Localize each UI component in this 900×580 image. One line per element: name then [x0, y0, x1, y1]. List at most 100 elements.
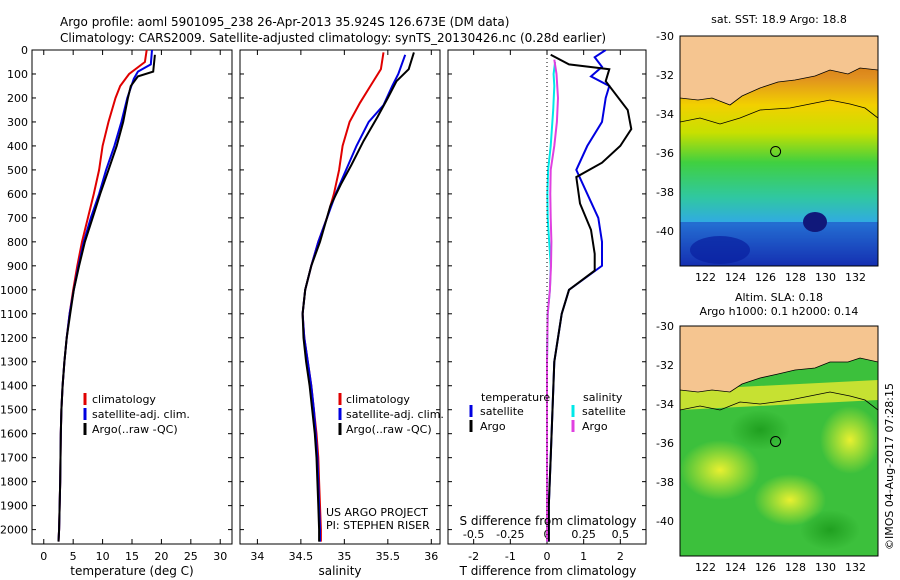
sst-coastline	[680, 67, 878, 106]
s-diff-tick-label: -0.5	[463, 528, 484, 541]
temperature-xlabel: temperature (deg C)	[70, 564, 193, 578]
x-tick-label: -2	[468, 550, 479, 563]
depth-tick-label: 600	[7, 188, 28, 201]
sst-land	[680, 36, 878, 105]
series-line-argo-raw-qc-	[57, 54, 156, 542]
sst-map-title: sat. SST: 18.9 Argo: 18.8	[711, 13, 847, 26]
depth-tick-label: 1800	[0, 476, 28, 489]
x-tick-label: 1	[580, 550, 587, 563]
sst-map	[680, 36, 878, 266]
depth-tick-label: 200	[7, 92, 28, 105]
longitude-tick-label: 130	[815, 271, 836, 284]
sla-high-patch	[820, 406, 878, 474]
sla-low-patch	[800, 510, 860, 550]
legend-label-climatology: climatology	[92, 393, 156, 406]
latitude-tick-label: -32	[656, 69, 674, 82]
x-tick-label: 34	[250, 550, 264, 563]
legend-label-satellite: satellite-adj. clim.	[92, 408, 190, 421]
legend-label-satellite: satellite-adj. clim.	[346, 408, 444, 421]
x-tick-label: 15	[125, 550, 139, 563]
sst-cold-eddy	[803, 212, 827, 232]
latitude-tick-label: -34	[656, 398, 674, 411]
x-tick-label: 35	[337, 550, 351, 563]
latitude-tick-label: -36	[656, 437, 674, 450]
figure-title-line2: Climatology: CARS2009. Satellite-adjuste…	[60, 31, 606, 45]
s-diff-tick-label: 0.5	[612, 528, 630, 541]
latitude-tick-label: -38	[656, 186, 674, 199]
sla-coastline	[680, 357, 878, 393]
x-tick-label: 0	[544, 550, 551, 563]
longitude-tick-label: 128	[785, 561, 806, 574]
longitude-tick-label: 122	[695, 561, 716, 574]
x-tick-label: 10	[96, 550, 110, 563]
depth-tick-label: 1100	[0, 308, 28, 321]
depth-tick-label: 900	[7, 260, 28, 273]
series-line-satellite-adj-clim-	[301, 54, 407, 542]
argo-position-marker	[770, 145, 782, 157]
x-tick-label: 36	[424, 550, 438, 563]
sla-map	[680, 326, 878, 556]
legend-label-argo: Argo(..raw -QC)	[92, 423, 178, 436]
longitude-tick-label: 122	[695, 271, 716, 284]
x-tick-label: 20	[154, 550, 168, 563]
depth-tick-label: 1400	[0, 380, 28, 393]
depth-tick-label: 0	[21, 44, 28, 57]
legend-label-argo: Argo(..raw -QC)	[346, 423, 432, 436]
latitude-tick-label: -36	[656, 147, 674, 160]
series-line-t-argo	[547, 53, 633, 542]
sla-land	[680, 326, 878, 392]
temperature-panel-frame	[31, 49, 233, 545]
sla-shelf-contour	[680, 391, 878, 411]
x-tick-label: 25	[184, 550, 198, 563]
depth-tick-label: 500	[7, 164, 28, 177]
sla-high-patch	[754, 474, 826, 526]
series-line-argo-raw-qc-	[301, 52, 415, 542]
depth-tick-label: 1700	[0, 452, 28, 465]
temperature-lines	[57, 50, 156, 542]
legend-label-climatology: climatology	[346, 393, 410, 406]
depth-tick-label: 1300	[0, 356, 28, 369]
series-line-climatology	[57, 50, 148, 542]
depth-tick-label: 1600	[0, 428, 28, 441]
legend-title-temperature: temperature	[481, 391, 550, 404]
s-diff-tick-label: -0.25	[496, 528, 524, 541]
x-tick-label: 0	[40, 550, 47, 563]
longitude-tick-label: 130	[815, 561, 836, 574]
latitude-tick-label: -40	[656, 515, 674, 528]
sst-map-frame	[679, 35, 879, 267]
project-credit-line1: US ARGO PROJECT	[326, 506, 428, 519]
longitude-tick-label: 124	[725, 271, 746, 284]
depth-tick-label: 1900	[0, 500, 28, 513]
sla-map-title-line1: Altim. SLA: 0.18	[735, 291, 823, 304]
legend-label-s-argo: Argo	[582, 420, 608, 433]
longitude-tick-label: 126	[755, 561, 776, 574]
salinity-xlabel: salinity	[318, 564, 361, 578]
depth-tick-label: 700	[7, 212, 28, 225]
sst-cold-patch	[690, 236, 750, 264]
x-tick-label: 5	[70, 550, 77, 563]
sla-map-title-line2: Argo h1000: 0.1 h2000: 0.14	[700, 305, 859, 318]
longitude-tick-label: 124	[725, 561, 746, 574]
t-difference-xlabel: T difference from climatology	[459, 564, 637, 578]
x-tick-label: -1	[505, 550, 516, 563]
latitude-tick-label: -30	[656, 30, 674, 43]
depth-tick-label: 800	[7, 236, 28, 249]
latitude-tick-label: -34	[656, 108, 674, 121]
salinity-legend: climatology satellite-adj. clim. Argo(..…	[338, 393, 444, 436]
series-line-s-argo	[546, 59, 560, 542]
difference-lines	[546, 50, 633, 542]
sla-high-patch	[680, 440, 760, 500]
legend-title-salinity: salinity	[583, 391, 623, 404]
latitude-tick-label: -38	[656, 476, 674, 489]
x-tick-label: 2	[617, 550, 624, 563]
x-tick-label: 34.5	[289, 550, 314, 563]
depth-tick-label: 300	[7, 116, 28, 129]
sst-shelf-contour	[680, 99, 878, 125]
depth-tick-label: 1000	[0, 284, 28, 297]
x-tick-label: 30	[213, 550, 227, 563]
imos-credit: ©IMOS 04-Aug-2017 07:28:15	[883, 383, 896, 550]
argo-position-marker	[770, 435, 782, 447]
project-credit-line2: PI: STEPHEN RISER	[326, 519, 430, 532]
depth-tick-label: 1200	[0, 332, 28, 345]
